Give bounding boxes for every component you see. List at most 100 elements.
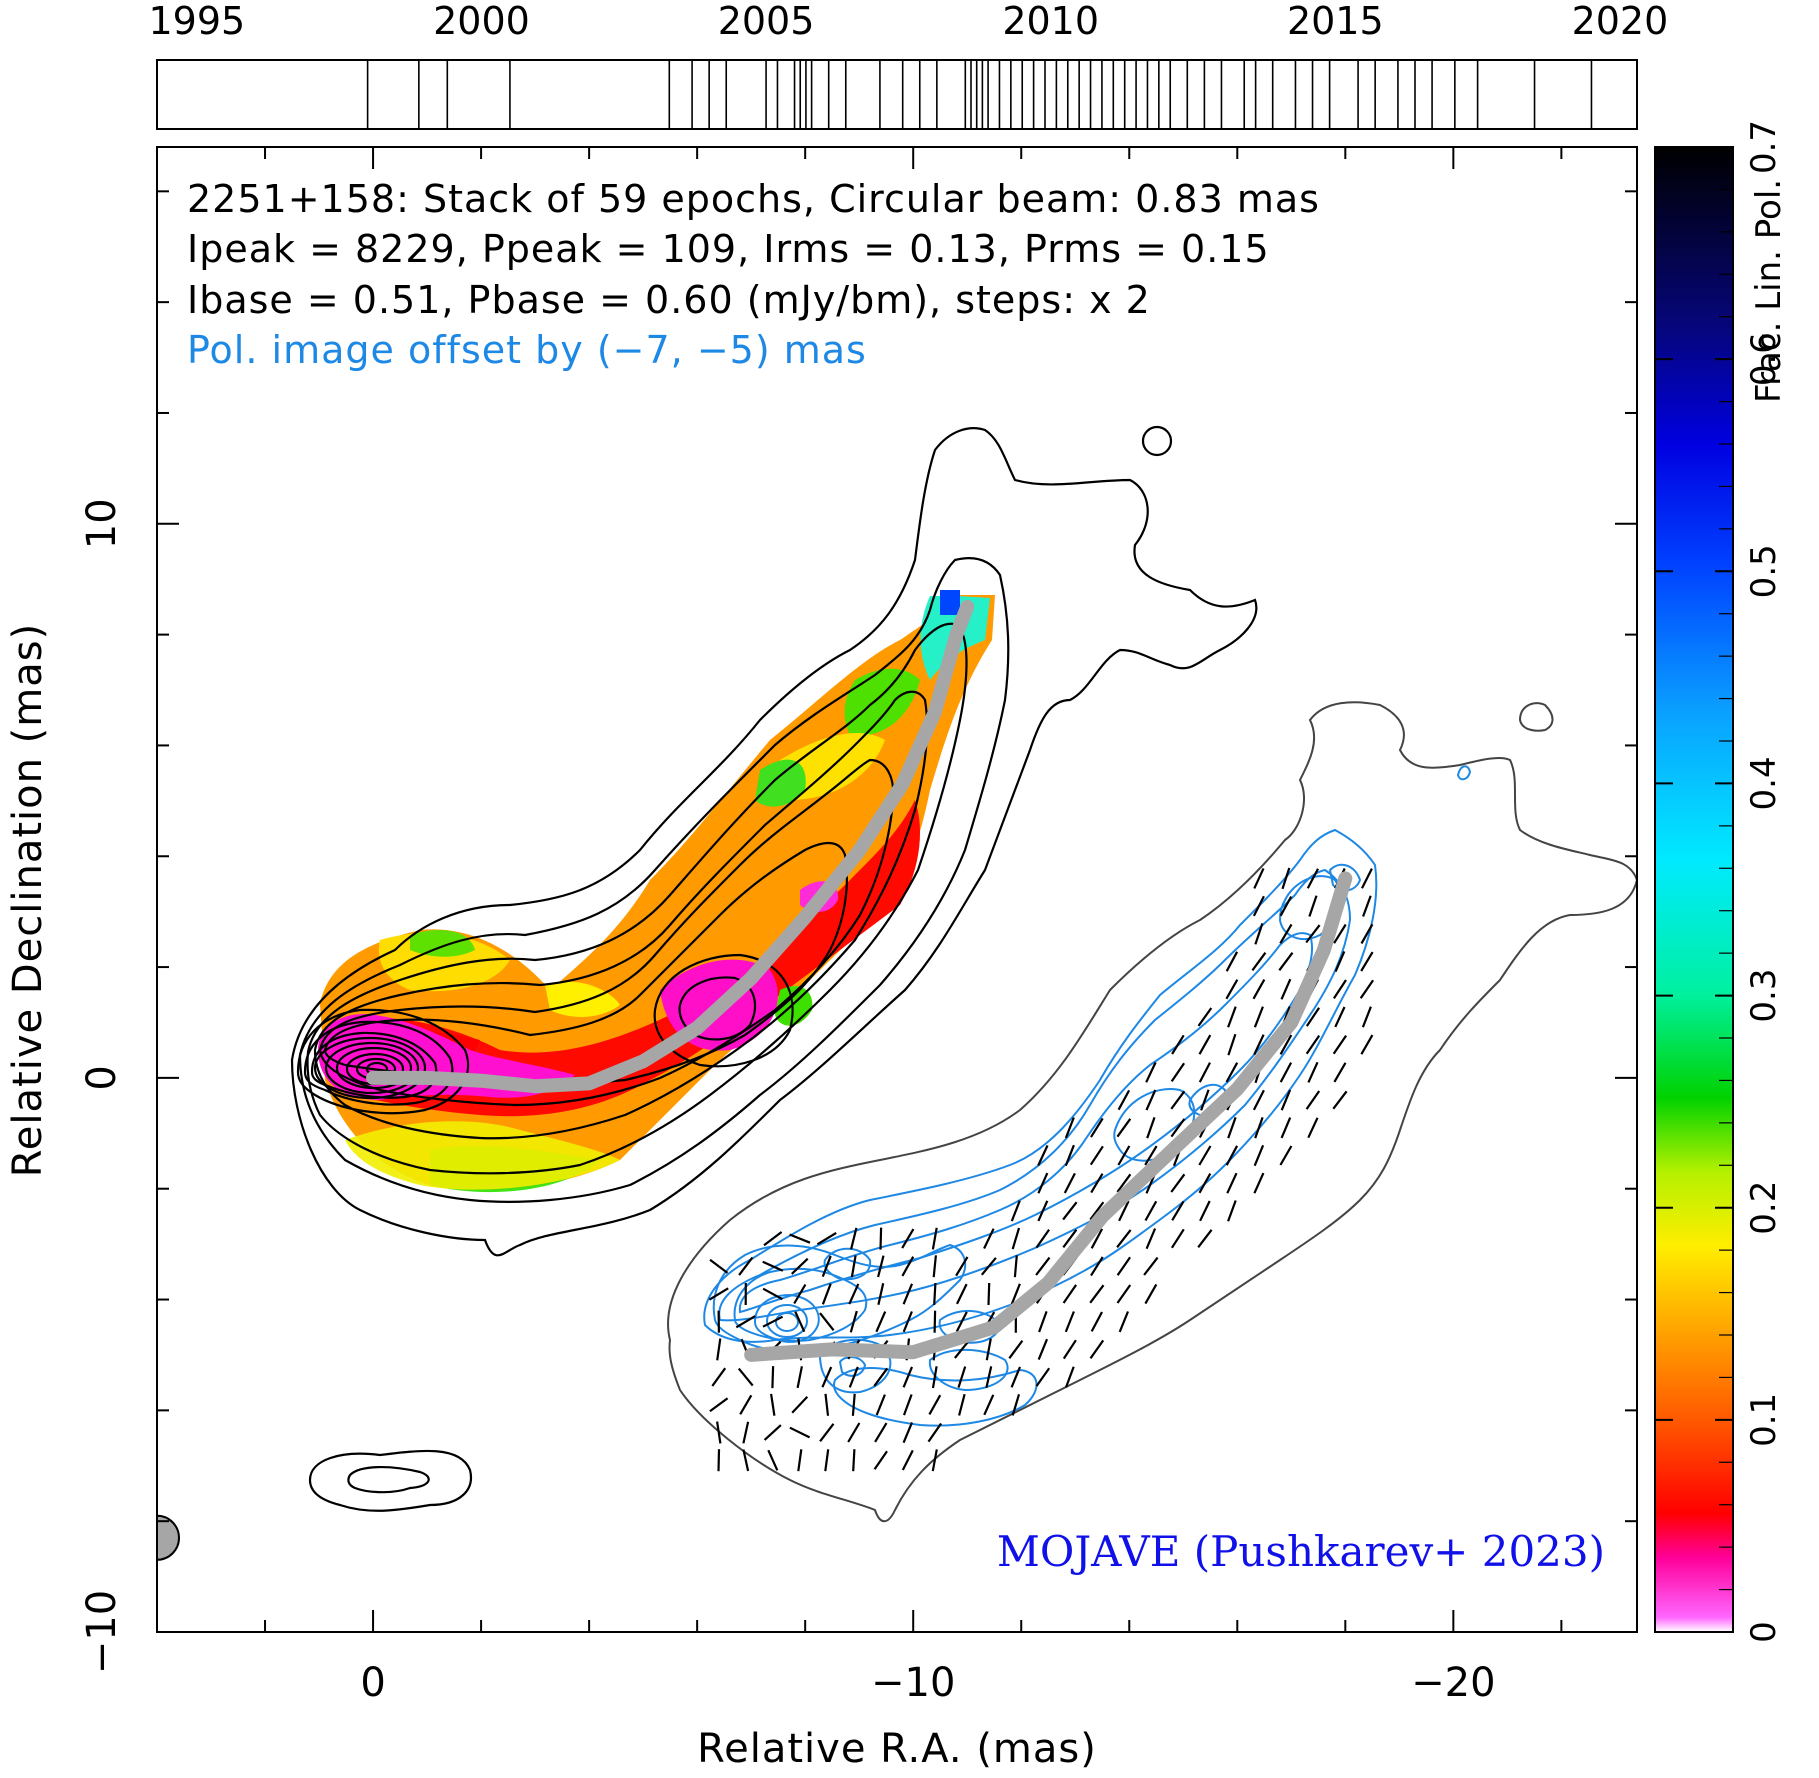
evpa-tick xyxy=(1116,1229,1132,1248)
evpa-tick xyxy=(1090,1311,1103,1332)
evpa-tick xyxy=(987,1282,991,1306)
evpa-tick xyxy=(851,1393,856,1416)
evpa-tick xyxy=(1198,1145,1212,1166)
evpa-tick xyxy=(1280,1089,1292,1111)
colorbar-tick-label: 0.2 xyxy=(1744,1181,1784,1235)
evpa-tick xyxy=(956,1283,968,1305)
evpa-tick xyxy=(1144,1283,1158,1305)
intensity-contour-core-6 xyxy=(335,1046,413,1090)
evpa-tick xyxy=(1278,952,1294,971)
evpa-tick xyxy=(819,1423,835,1442)
evpa-tick xyxy=(902,1366,914,1388)
fpol-fill-yellow-lower xyxy=(545,981,620,1017)
evpa-tick xyxy=(1118,1200,1130,1222)
colorbar-tick-label: 0.5 xyxy=(1744,544,1784,598)
evpa-tick xyxy=(1145,1228,1157,1250)
evpa-tick xyxy=(762,1260,784,1272)
evpa-tick xyxy=(1063,1172,1076,1194)
evpa-tick xyxy=(1170,1228,1185,1249)
evpa-tick xyxy=(824,1393,830,1416)
jet-ridge-total xyxy=(366,599,975,1094)
evpa-tick xyxy=(1198,1062,1211,1083)
header-line-3: Ibase = 0.51, Pbase = 0.60 (mJy/bm), ste… xyxy=(187,278,1151,322)
evpa-tick xyxy=(1011,1393,1021,1416)
colorbar-tick-labels: 0 0.1 0.2 0.3 0.4 0.5 0.6 0.7 xyxy=(1744,120,1784,1643)
evpa-tick xyxy=(985,1366,993,1389)
evpa-tick xyxy=(789,1426,811,1439)
evpa-tick xyxy=(1197,1229,1213,1248)
evpa-tick xyxy=(873,1450,888,1470)
evpa-tick xyxy=(1253,1172,1265,1194)
credit-label: MOJAVE (Pushkarev+ 2023) xyxy=(997,1527,1605,1576)
epoch-strip: 1995 2000 2005 2010 2015 2020 xyxy=(148,0,1669,130)
evpa-tick xyxy=(980,1257,997,1276)
intensity-contour-island-1 xyxy=(308,1449,473,1512)
evpa-tick xyxy=(1010,1366,1022,1388)
evpa-tick xyxy=(1144,1200,1158,1222)
y-tick-label: 10 xyxy=(79,498,125,549)
evpa-tick xyxy=(1279,1062,1293,1083)
pol-contour-knot-1 xyxy=(753,1293,820,1343)
pol-contour-lower-3 xyxy=(938,1309,1002,1344)
evpa-tick xyxy=(849,1310,858,1333)
header-line-1: 2251+158: Stack of 59 epochs, Circular b… xyxy=(187,177,1320,221)
evpa-tick xyxy=(763,1424,782,1441)
evpa-tick xyxy=(1089,1201,1105,1221)
evpa-tick xyxy=(927,1422,943,1443)
evpa-tick xyxy=(1198,1173,1212,1194)
evpa-tick xyxy=(928,1394,942,1415)
evpa-tick xyxy=(901,1449,914,1471)
evpa-tick xyxy=(902,1283,914,1305)
evpa-tick xyxy=(1062,1201,1078,1221)
colorbar: 0 0.1 0.2 0.3 0.4 0.5 0.6 0.7 Frac. Lin. Pol. xyxy=(1654,120,1789,1643)
evpa-tick xyxy=(1170,1173,1186,1193)
evpa-tick xyxy=(933,1310,937,1333)
evpa-tick xyxy=(1306,868,1319,889)
colorbar-tick-label: 0.4 xyxy=(1744,756,1784,810)
colorbar-tick-label: 0.1 xyxy=(1744,1393,1784,1447)
evpa-tick xyxy=(847,1422,861,1443)
evpa-tick xyxy=(1116,1256,1132,1276)
evpa-tick xyxy=(816,1231,837,1246)
evpa-tick xyxy=(1010,1200,1021,1222)
evpa-tick xyxy=(850,1227,858,1250)
epoch-year-label: 2020 xyxy=(1572,0,1669,43)
evpa-tick xyxy=(1199,1200,1211,1222)
evpa-tick xyxy=(958,1393,966,1416)
intensity-contour-core-4 xyxy=(313,1036,427,1100)
colorbar-tick-label: 0 xyxy=(1744,1621,1784,1643)
evpa-tick xyxy=(1333,923,1347,944)
evpa-tick xyxy=(738,1256,754,1276)
evpa-tick xyxy=(708,1287,729,1301)
colorbar-title: Frac. Lin. Pol. xyxy=(1749,179,1789,403)
evpa-tick xyxy=(1118,1311,1130,1333)
evpa-tick xyxy=(1011,1227,1021,1250)
evpa-tick xyxy=(1360,951,1374,972)
evpa-tick xyxy=(877,1283,885,1305)
pol-contour-knot-5 xyxy=(838,1356,867,1377)
evpa-tick xyxy=(1064,1366,1075,1388)
evpa-tick xyxy=(902,1421,914,1444)
evpa-tick xyxy=(821,1366,833,1388)
evpa-tick xyxy=(1116,1118,1132,1138)
evpa-tick xyxy=(1035,1256,1051,1276)
intensity-contour-core-5 xyxy=(324,1041,420,1095)
epoch-year-label: 2010 xyxy=(1002,0,1099,43)
evpa-tick xyxy=(1225,1062,1239,1083)
evpa-tick xyxy=(1064,1117,1075,1139)
evpa-tick xyxy=(902,1394,913,1416)
evpa-tick xyxy=(711,1367,727,1387)
evpa-tick xyxy=(1333,1062,1347,1083)
evpa-tick xyxy=(1008,1339,1024,1359)
evpa-tick xyxy=(709,1397,729,1413)
intensity-contour-island-3 xyxy=(1141,425,1173,457)
evpa-tick xyxy=(1227,1117,1237,1139)
evpa-tick xyxy=(762,1287,783,1301)
evpa-tick xyxy=(1334,1006,1346,1028)
epoch-strip-frame xyxy=(156,59,1638,130)
evpa-tick xyxy=(1253,1034,1265,1056)
evpa-tick xyxy=(1252,1089,1265,1111)
evpa-tick xyxy=(716,1338,722,1361)
evpa-tick xyxy=(762,1315,784,1328)
epoch-year-label: 2000 xyxy=(433,0,530,43)
